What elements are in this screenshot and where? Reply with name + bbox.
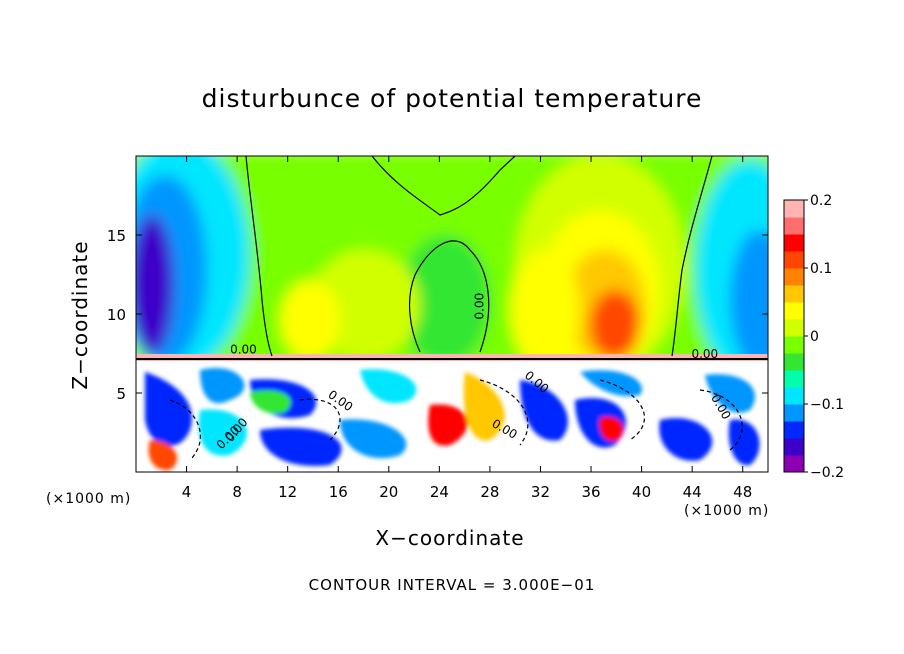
x-axis: 4 8 12 16 20 24 28 32 36 40 44 48 xyxy=(182,156,752,501)
x-axis-label: X−coordinate xyxy=(375,526,525,550)
x-tick-label: 8 xyxy=(232,483,242,501)
y-axis: 5 10 15 xyxy=(107,227,768,403)
colorbar-segment xyxy=(784,268,804,286)
y-axis-label: Z−coordinate xyxy=(68,240,92,390)
colorbar-segment xyxy=(784,421,804,439)
colorbar-segment xyxy=(784,404,804,422)
x-tick-label: 48 xyxy=(733,483,752,501)
colorbar-segment xyxy=(784,387,804,405)
colorbar-segment xyxy=(784,319,804,337)
colorbar-segment xyxy=(784,285,804,303)
x-unit-right: (×1000 m) xyxy=(684,503,770,519)
x-tick-label: 12 xyxy=(278,483,297,501)
colorbar-tick-label: 0.1 xyxy=(810,261,832,277)
colorbar-segment xyxy=(784,234,804,252)
y-tick-label: 10 xyxy=(107,306,126,324)
y-tick-label: 5 xyxy=(116,385,126,403)
colorbar-segment xyxy=(784,336,804,354)
x-tick-label: 24 xyxy=(430,483,449,501)
x-tick-label: 4 xyxy=(182,483,192,501)
x-tick-label: 28 xyxy=(480,483,499,501)
colorbar-tick-label: 0.2 xyxy=(810,193,832,209)
colorbar-segment xyxy=(784,200,804,218)
colorbar-segment xyxy=(784,251,804,269)
colorbar-segment xyxy=(784,370,804,388)
contour-label: 0.00 xyxy=(473,293,487,320)
y-tick-label: 15 xyxy=(107,227,126,245)
x-tick-label: 32 xyxy=(531,483,550,501)
chart-title: disturbunce of potential temperature xyxy=(201,84,703,113)
colorbar-segment xyxy=(784,217,804,235)
colorbar-segment xyxy=(784,438,804,456)
colorbar-tick-label: 0 xyxy=(810,329,819,345)
x-tick-label: 20 xyxy=(379,483,398,501)
colorbar-tick-label: −0.1 xyxy=(810,397,844,413)
contour-interval-note: CONTOUR INTERVAL = 3.000E−01 xyxy=(308,576,596,594)
x-tick-label: 44 xyxy=(683,483,702,501)
contour-label: 0.00 xyxy=(691,347,718,361)
colorbar-segment xyxy=(784,302,804,320)
x-tick-label: 16 xyxy=(329,483,348,501)
x-unit-left: (×1000 m) xyxy=(46,491,132,507)
colorbar-tick-label: −0.2 xyxy=(810,465,844,481)
contour-label: 0.00 xyxy=(230,343,257,357)
colorbar-segment xyxy=(784,353,804,371)
colorbar-segment xyxy=(784,455,804,473)
colorbar: 0.2 0.1 0 −0.1 −0.2 xyxy=(783,193,844,481)
heatmap-field xyxy=(136,156,768,472)
x-tick-label: 36 xyxy=(581,483,600,501)
contour-lines xyxy=(169,156,743,461)
x-tick-label: 40 xyxy=(632,483,651,501)
